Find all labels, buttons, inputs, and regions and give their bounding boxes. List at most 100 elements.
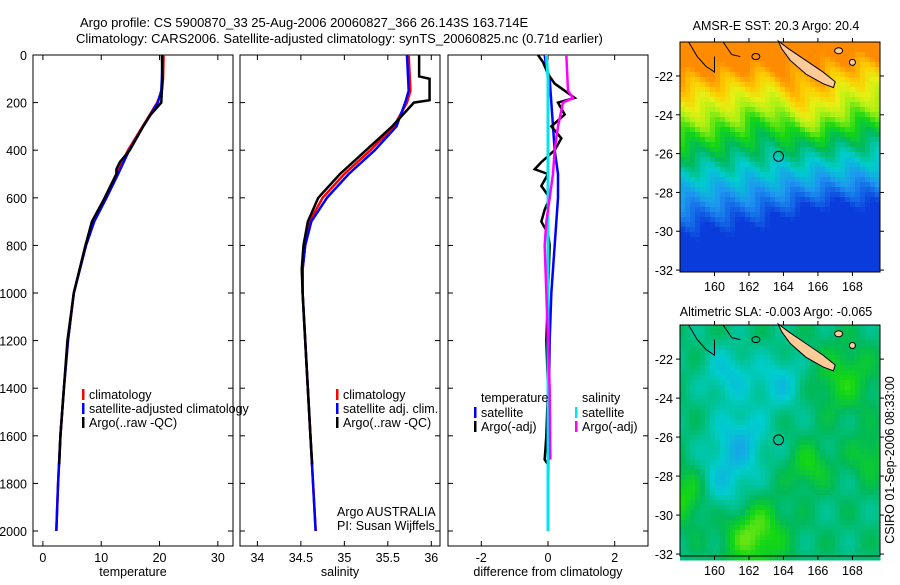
map-cell xyxy=(740,500,746,506)
map-cell xyxy=(705,212,711,218)
map-cell xyxy=(755,117,761,123)
map-cell xyxy=(760,370,766,376)
map-cell xyxy=(785,122,791,128)
map-cell xyxy=(760,510,766,516)
map-cell xyxy=(770,72,776,78)
map-cell xyxy=(775,157,781,163)
map-cell xyxy=(740,360,746,366)
map-cell xyxy=(725,222,731,228)
map-cell xyxy=(835,505,841,511)
map-cell xyxy=(840,82,846,88)
map-cell xyxy=(855,82,861,88)
map-cell xyxy=(750,385,756,391)
map-cell xyxy=(695,515,701,521)
map-cell xyxy=(680,87,686,93)
map-cell xyxy=(740,217,746,223)
map-cell xyxy=(845,77,851,83)
map-cell xyxy=(800,102,806,108)
map-cell xyxy=(875,67,881,73)
map-cell xyxy=(810,102,816,108)
map-cell xyxy=(705,97,711,103)
map-cell xyxy=(785,222,791,228)
map-cell xyxy=(805,122,811,128)
map-cell xyxy=(680,142,686,148)
map-cell xyxy=(865,485,871,491)
map-cell xyxy=(840,132,846,138)
map-cell xyxy=(700,360,706,366)
map-cell xyxy=(740,237,746,243)
map-cell xyxy=(795,177,801,183)
map-cell xyxy=(720,72,726,78)
map-cell xyxy=(855,345,861,351)
map-cell xyxy=(750,162,756,168)
map-cell xyxy=(745,257,751,263)
map-cell xyxy=(800,370,806,376)
map-cell xyxy=(825,490,831,496)
map-cell xyxy=(795,435,801,441)
map-cell xyxy=(710,237,716,243)
map-cell xyxy=(785,540,791,546)
map-cell xyxy=(825,87,831,93)
map-cell xyxy=(855,375,861,381)
map-cell xyxy=(715,152,721,158)
map-cell xyxy=(860,247,866,253)
map-cell xyxy=(830,395,836,401)
map-cell xyxy=(830,87,836,93)
map-cell xyxy=(825,152,831,158)
map-cell xyxy=(775,380,781,386)
map-cell xyxy=(865,385,871,391)
map-cell xyxy=(830,132,836,138)
map-cell xyxy=(825,102,831,108)
map-cell xyxy=(810,510,816,516)
map-cell xyxy=(790,197,796,203)
map-cell xyxy=(810,162,816,168)
map-cell xyxy=(820,267,826,273)
map-cell xyxy=(770,52,776,58)
map-cell xyxy=(810,540,816,546)
map-cell xyxy=(755,535,761,541)
map-cell xyxy=(870,92,876,98)
map-cell xyxy=(805,450,811,456)
map-cell xyxy=(760,202,766,208)
map-cell xyxy=(865,390,871,396)
map-cell xyxy=(710,355,716,361)
map-cell xyxy=(735,470,741,476)
map-cell xyxy=(715,325,721,331)
map-cell xyxy=(795,82,801,88)
map-cell xyxy=(845,540,851,546)
map-cell xyxy=(745,390,751,396)
map-cell xyxy=(715,227,721,233)
map-cell xyxy=(785,142,791,148)
map-cell xyxy=(820,97,826,103)
map-cell xyxy=(780,67,786,73)
map-cell xyxy=(830,72,836,78)
map-cell xyxy=(740,495,746,501)
map-cell xyxy=(830,495,836,501)
map-cell xyxy=(740,77,746,83)
map-cell xyxy=(730,365,736,371)
map-cell xyxy=(715,350,721,356)
map-cell xyxy=(835,545,841,551)
map-cell xyxy=(805,435,811,441)
map-cell xyxy=(720,455,726,461)
map-cell xyxy=(735,212,741,218)
map-cell xyxy=(695,330,701,336)
map-cell xyxy=(830,380,836,386)
map-cell xyxy=(775,167,781,173)
map-cell xyxy=(815,82,821,88)
map-cell xyxy=(730,122,736,128)
map-cell xyxy=(865,72,871,78)
map-cell xyxy=(800,207,806,213)
map-cell xyxy=(780,475,786,481)
map-cell xyxy=(765,515,771,521)
map-cell xyxy=(735,525,741,531)
map-cell xyxy=(770,77,776,83)
map-cell xyxy=(870,450,876,456)
map-cell xyxy=(860,500,866,506)
map-cell xyxy=(845,400,851,406)
map-cell xyxy=(745,555,751,561)
map-cell xyxy=(725,67,731,73)
map-cell xyxy=(750,420,756,426)
map-cell xyxy=(710,435,716,441)
map-cell xyxy=(715,92,721,98)
